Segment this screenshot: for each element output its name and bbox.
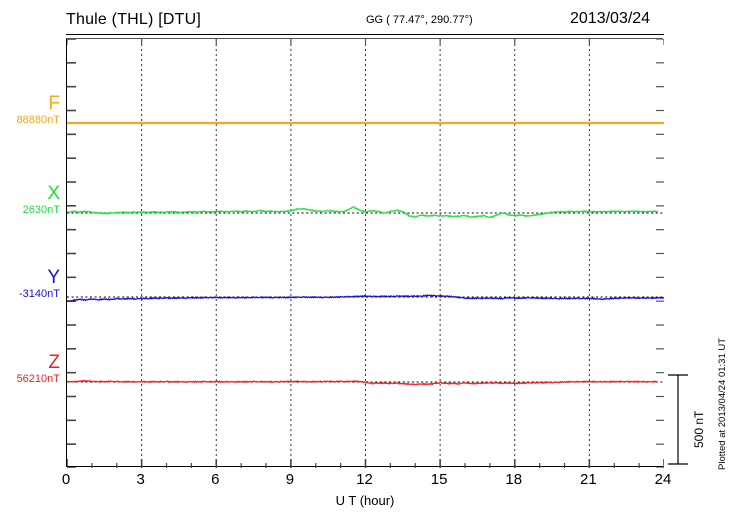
x-tick-label-6: 6 xyxy=(211,471,220,488)
component-label-y: Y -3140nT xyxy=(0,268,60,301)
x-tick-label-3: 3 xyxy=(136,471,145,488)
x-tick-label-15: 15 xyxy=(430,471,448,488)
component-baseline-f: 88880nT xyxy=(16,114,60,126)
plotted-timestamp: Plotted at 2013/04/24 01:31 UT xyxy=(717,337,728,470)
x-axis-title: U T (hour) xyxy=(335,493,395,508)
component-label-x: X 2630nT xyxy=(0,184,60,217)
x-tick-label-24: 24 xyxy=(654,471,672,488)
component-label-z: Z 56210nT xyxy=(0,353,60,386)
observation-date: 2013/03/24 xyxy=(570,10,651,27)
component-baseline-y: -3140nT xyxy=(19,288,60,300)
scale-bar-icon xyxy=(668,374,688,465)
component-baseline-x: 2630nT xyxy=(22,204,60,216)
x-tick-label-18: 18 xyxy=(505,471,523,488)
component-symbol-f: F xyxy=(48,93,60,114)
component-symbol-z: Z xyxy=(48,352,60,373)
magnetogram-plot-area xyxy=(66,38,664,468)
x-tick-label-21: 21 xyxy=(580,471,597,488)
x-tick-label-12: 12 xyxy=(356,471,373,488)
geographic-coordinates: GG ( 77.47°, 290.77°) xyxy=(366,14,473,26)
x-tick-label-0: 0 xyxy=(61,471,71,488)
traces-svg xyxy=(67,39,664,468)
component-label-f: F 88880nT xyxy=(0,94,60,127)
scale-bar-label: 500 nT xyxy=(692,410,706,448)
x-tick-label-9: 9 xyxy=(285,471,295,488)
component-symbol-x: X xyxy=(47,183,60,204)
header-divider xyxy=(66,34,664,35)
component-baseline-z: 56210nT xyxy=(16,373,60,385)
page-title: Thule (THL) [DTU] xyxy=(66,11,201,28)
component-symbol-y: Y xyxy=(47,267,60,288)
